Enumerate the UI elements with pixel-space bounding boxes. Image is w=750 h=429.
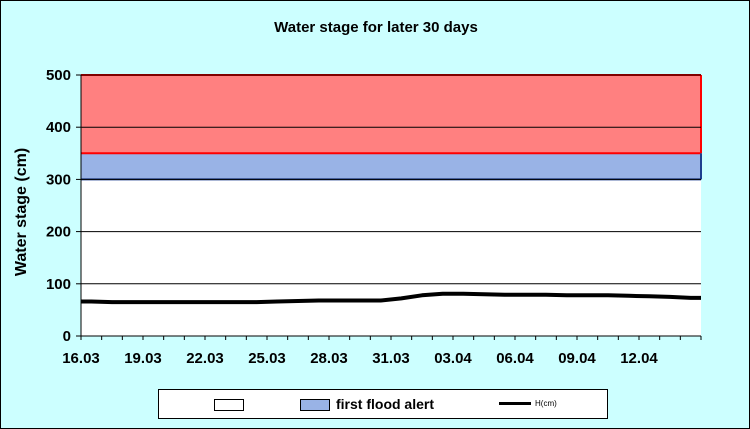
x-tick-label-22.03: 22.03	[186, 350, 224, 367]
legend-swatch-first-flood-alert	[300, 399, 330, 411]
legend-label-first-flood-alert: first flood alert	[336, 396, 435, 412]
y-tick-labels: 0 100 200 300 400 500	[46, 67, 81, 345]
y-tick-label-200: 200	[46, 224, 71, 241]
x-tick-label-31.03: 31.03	[372, 350, 410, 367]
band-0	[81, 179, 701, 336]
x-tick-label-25.03: 25.03	[248, 350, 286, 367]
y-tick-label-300: 300	[46, 171, 71, 188]
series-line-water-stage	[81, 291, 701, 305]
x-tick-label-09.04: 09.04	[558, 350, 596, 367]
x-tick-label-16.03: 16.03	[62, 350, 100, 367]
series-layer	[81, 291, 701, 305]
legend: first flood alert H(cm)	[158, 389, 608, 419]
y-axis-label: Water stage (cm)	[13, 148, 30, 276]
y-tick-label-100: 100	[46, 276, 71, 293]
y-tick-label-400: 400	[46, 119, 71, 136]
band-1	[81, 153, 701, 180]
gridlines	[81, 74, 701, 285]
x-tick-label-19.03: 19.03	[124, 350, 162, 367]
x-tick-label-12.04: 12.04	[620, 350, 658, 367]
legend-swatch-normal	[214, 399, 244, 411]
x-tick-label-28.03: 28.03	[310, 350, 348, 367]
y-tick-label-0: 0	[63, 328, 71, 345]
band-2	[81, 75, 701, 154]
y-tick-label-500: 500	[46, 67, 71, 84]
x-tick-labels: 16.03 19.03 22.03 25.03 28.03 31.03 03.04 06.04…	[62, 336, 702, 367]
legend-label-water-stage: H(cm)	[535, 399, 557, 408]
chart-title: Water stage for later 30 days	[274, 19, 478, 36]
x-tick-label-03.04: 03.04	[434, 350, 472, 367]
x-tick-label-06.04: 06.04	[496, 350, 534, 367]
legend-line-swatch	[499, 402, 531, 405]
